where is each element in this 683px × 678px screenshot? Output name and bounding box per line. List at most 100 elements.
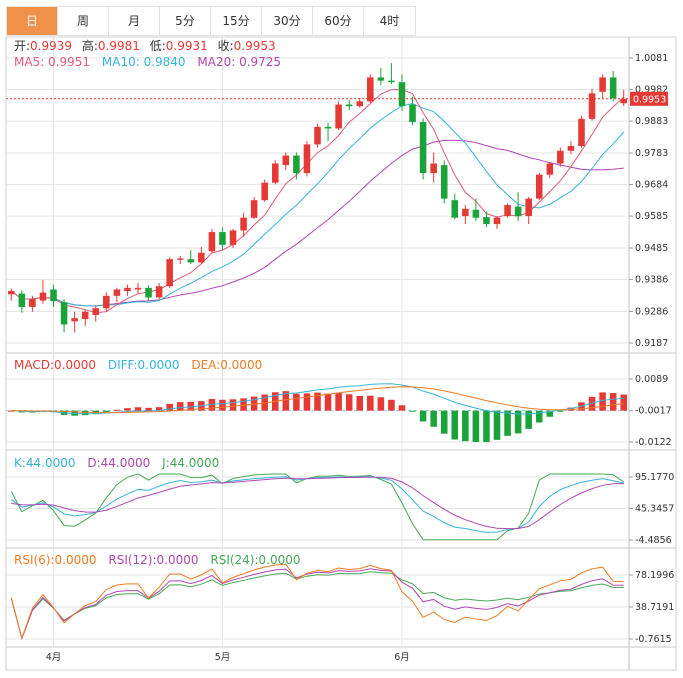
candle-body — [282, 155, 290, 166]
candles — [6, 63, 629, 333]
macd-bar — [81, 410, 89, 416]
current-price-tag — [630, 91, 668, 106]
candle-body — [367, 77, 374, 102]
macd-bar — [145, 407, 152, 411]
macd-bar — [514, 410, 522, 434]
month-label: 6月 — [394, 652, 410, 663]
candle-body — [166, 259, 173, 287]
macd-bar — [134, 407, 142, 411]
macd-bar — [208, 399, 216, 411]
tab-4[interactable]: 15分 — [211, 7, 262, 35]
candle-body — [335, 104, 342, 129]
candle-body — [250, 200, 258, 218]
macd-bar — [303, 393, 311, 411]
moving-average-lines — [10, 89, 625, 314]
macd-bar — [546, 410, 554, 417]
rsi-tick-label: -0.7615 — [635, 634, 672, 645]
candle-body — [155, 286, 163, 298]
price-tick-label: 0.9684 — [635, 180, 668, 191]
kdj-tick-label: 45.3457 — [635, 504, 674, 515]
macd-bar — [493, 410, 501, 440]
price-tick-label: 0.9485 — [635, 243, 668, 254]
ma10-value: MA10: 0.9840 — [102, 55, 186, 69]
macd-bar — [620, 394, 627, 411]
candle-body — [18, 293, 26, 307]
rsi12-line — [10, 568, 624, 641]
candle-body — [176, 258, 184, 260]
tab-1[interactable]: 周 — [58, 7, 109, 35]
macd-bar — [124, 408, 131, 411]
macd-bar — [388, 399, 395, 411]
macd-bar — [483, 410, 490, 442]
ma5-value: MA5: 0.9951 — [14, 55, 90, 69]
macd-bar — [440, 410, 448, 434]
tab-2[interactable]: 月 — [109, 7, 160, 35]
candle-body — [39, 292, 47, 301]
price-tick-label: 1.0081 — [635, 53, 668, 64]
ma20-line — [10, 139, 624, 307]
tab-3[interactable]: 5分 — [160, 7, 211, 35]
candle-body — [92, 308, 100, 315]
tab-0[interactable]: 日 — [7, 7, 58, 35]
candle-body — [462, 208, 469, 217]
chart-frame — [5, 36, 677, 671]
tab-5[interactable]: 30分 — [262, 7, 313, 35]
rsi-panel — [10, 563, 624, 641]
macd-bar — [345, 394, 353, 411]
candle-body — [409, 104, 416, 123]
candle-body — [398, 82, 406, 107]
macd-bar — [472, 410, 480, 442]
period-tabs: 日周月 5分 15分 30分 60分 4时 — [6, 6, 416, 36]
candle-body — [377, 77, 385, 81]
candle-body — [609, 77, 617, 99]
kdj-tick-label: 95.1770 — [635, 472, 674, 483]
candle-body — [145, 287, 152, 298]
kdj-panel — [10, 473, 625, 541]
macd-bar — [293, 393, 300, 411]
candle-body — [229, 230, 237, 245]
candle-body — [124, 287, 131, 292]
ma-legend: MA5: 0.9951 MA10: 0.9840 MA20: 0.9725 — [14, 55, 281, 69]
candle-body — [546, 163, 554, 175]
macd-bar — [398, 405, 406, 411]
rsi6-line — [10, 563, 624, 641]
candle-body — [293, 155, 300, 174]
candle-body — [451, 200, 459, 218]
rsi-tick-label: 38.7191 — [635, 602, 674, 613]
candle-body — [356, 101, 364, 107]
candle-body — [187, 259, 195, 263]
tab-6[interactable]: 60分 — [313, 7, 364, 35]
macd-bar — [176, 402, 184, 411]
candle-body — [271, 163, 279, 183]
macd-legend: MACD:0.0000 DIFF:0.0000 DEA:0.0000 — [14, 358, 262, 372]
candle-body — [60, 302, 68, 325]
rsi-legend: RSI(6):0.0000 RSI(12):0.0000 RSI(24):0.0… — [14, 553, 301, 567]
macd-bar — [409, 410, 416, 412]
candle-body — [208, 232, 216, 252]
candle-body — [588, 93, 596, 119]
candle-body — [240, 217, 247, 231]
candle-body — [81, 311, 89, 320]
candle-body — [504, 204, 511, 217]
tab-7[interactable]: 4时 — [379, 14, 400, 28]
candle-body — [578, 118, 585, 146]
ma5-line — [10, 89, 625, 314]
macd-bar — [525, 410, 532, 429]
rsi24-line — [10, 571, 624, 641]
price-tick-label: 0.9982 — [635, 85, 668, 96]
price-tick-label: 0.9585 — [635, 211, 668, 222]
price-tick-label: 0.9386 — [635, 275, 668, 286]
macd-bar — [314, 392, 321, 411]
candle-body — [103, 295, 110, 309]
candle-body — [134, 287, 142, 290]
macd-bar — [504, 410, 511, 436]
candle-body — [557, 150, 564, 164]
macd-bar — [430, 410, 437, 427]
macd-tick-label: -0.0122 — [635, 437, 672, 448]
macd-bar — [229, 399, 237, 411]
candle-body — [472, 209, 480, 218]
rsi-tick-label: 78.1996 — [635, 570, 674, 581]
macd-bar — [419, 410, 427, 422]
macd-tick-label: 0.0089 — [635, 374, 668, 385]
